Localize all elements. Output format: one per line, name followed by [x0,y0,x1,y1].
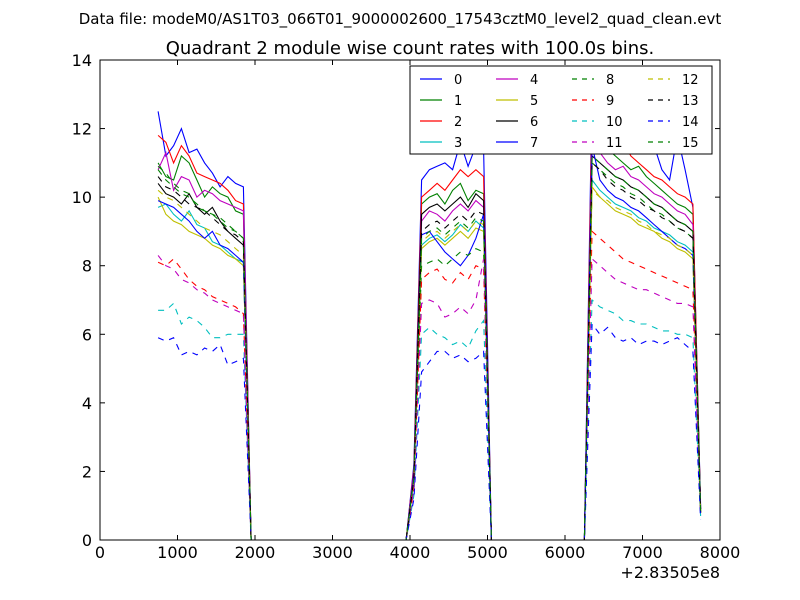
legend-label: 10 [606,115,623,130]
legend-label: 14 [682,115,699,130]
x-tick-label: 0 [95,543,105,562]
series-9-line [157,230,702,541]
legend-label: 7 [530,136,538,151]
series-13-line [157,161,702,541]
y-tick-label: 2 [82,462,92,481]
y-tick-label: 10 [72,188,92,207]
legend-label: 2 [454,115,462,130]
x-tick-label: 1000 [157,543,198,562]
plot-lines [157,83,702,541]
legend-label: 4 [530,73,538,88]
legend-label: 0 [454,73,462,88]
x-offset-label: +2.83505e8 [620,563,720,582]
legend-label: 13 [682,94,699,109]
x-tick-label: 7000 [622,543,663,562]
legend-label: 5 [530,94,538,109]
legend-label: 8 [606,73,614,88]
legend-label: 11 [606,136,623,151]
x-tick-label: 8000 [700,543,741,562]
y-tick-label: 4 [82,394,92,413]
series-14-line [157,322,702,541]
y-tick-label: 14 [72,51,92,70]
y-tick-label: 12 [72,120,92,139]
series-12-line [157,189,702,541]
x-tick-label: 2000 [235,543,276,562]
suptitle: Data file: modeM0/AS1T03_066T01_90000026… [79,10,722,29]
y-tick-label: 8 [82,257,92,276]
x-axis: 0 1000 2000 3000 4000 5000 6000 7000 8000 [95,60,740,562]
legend-label: 12 [682,73,699,88]
series-10-line [158,298,702,541]
chart-title: Quadrant 2 module wise count rates with … [166,38,655,59]
series-15-line [157,154,702,541]
legend-label: 3 [454,136,462,151]
y-tick-label: 0 [82,531,92,550]
x-tick-label: 5000 [467,543,508,562]
x-tick-label: 3000 [312,543,353,562]
legend-box [409,65,713,155]
legend-label: 6 [530,115,538,130]
x-tick-label: 6000 [545,543,586,562]
y-tick-label: 6 [82,325,92,344]
legend-label: 9 [606,94,614,109]
legend-label: 15 [682,136,699,151]
legend-label: 1 [454,94,462,109]
x-tick-label: 4000 [390,543,431,562]
